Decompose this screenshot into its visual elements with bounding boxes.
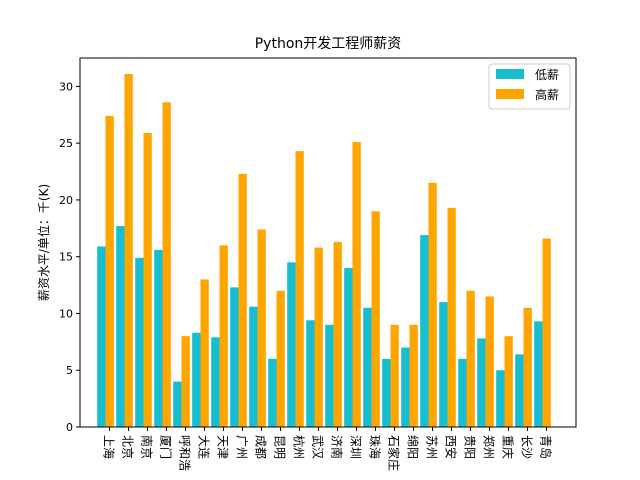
bar-high-19 [466, 290, 475, 427]
x-tick-label-23: 青岛 [539, 435, 554, 459]
x-tick-label-13: 深圳 [349, 435, 363, 459]
bar-high-4 [181, 336, 190, 427]
x-tick-label-6: 天津 [216, 435, 230, 459]
bar-high-21 [504, 336, 513, 427]
bar-high-16 [409, 324, 418, 427]
x-axis: 上海 北京 南京 厦门 呼和浩 大连 天津 广州 成都 昆明 杭州 武汉 济南 深圳 珠海 石家庄 绵阳 苏州 西安… [102, 427, 554, 471]
bar-low-17 [420, 235, 429, 427]
x-tick-label-5: 大连 [197, 435, 212, 459]
x-tick-label-14: 珠海 [368, 435, 383, 459]
y-tick-label-3: 15 [59, 251, 73, 264]
bar-high-12 [333, 241, 342, 427]
bar-high-6 [219, 245, 228, 427]
bar-low-18 [439, 302, 448, 427]
bar-high-9 [276, 290, 285, 427]
x-tick-label-12: 济南 [330, 435, 345, 459]
bars [97, 73, 551, 428]
bar-high-8 [257, 229, 266, 427]
bar-low-2 [135, 257, 144, 427]
y-tick-label-2: 10 [59, 307, 73, 320]
y-axis: 0 5 10 15 20 25 30 [59, 80, 80, 434]
bar-low-16 [401, 347, 410, 427]
x-tick-label-18: 西安 [444, 435, 459, 459]
bar-low-7 [230, 287, 239, 427]
x-tick-label-10: 杭州 [292, 435, 307, 459]
x-tick-label-7: 广州 [235, 435, 249, 459]
bar-high-13 [352, 142, 361, 427]
x-tick-label-8: 成都 [254, 435, 268, 459]
y-tick-label-4: 20 [59, 194, 73, 207]
bar-low-9 [268, 358, 277, 427]
legend-swatch-0 [496, 69, 524, 79]
y-tick-label-1: 5 [66, 364, 73, 377]
bar-high-5 [200, 279, 209, 427]
bar-high-10 [295, 151, 304, 427]
bar-low-19 [458, 358, 467, 427]
bar-high-18 [447, 207, 456, 427]
y-tick-label-6: 30 [59, 80, 73, 93]
bar-high-23 [542, 238, 551, 427]
x-tick-label-4: 呼和浩 [178, 435, 192, 471]
x-tick-label-1: 北京 [121, 435, 135, 459]
bar-low-13 [344, 268, 353, 427]
bar-low-22 [515, 354, 524, 427]
bar-high-17 [428, 182, 437, 427]
x-tick-label-20: 郑州 [482, 435, 497, 459]
x-tick-label-2: 南京 [140, 435, 155, 459]
bar-high-22 [523, 307, 532, 427]
x-tick-label-21: 重庆 [501, 435, 515, 459]
bar-high-15 [390, 324, 399, 427]
bar-low-0 [97, 246, 106, 427]
bar-low-1 [116, 226, 125, 427]
plot-frame [79, 57, 577, 428]
bar-low-20 [477, 338, 486, 427]
y-tick-label-0: 0 [66, 421, 73, 434]
bar-low-14 [363, 307, 372, 427]
bar-high-0 [105, 115, 114, 428]
x-tick-label-15: 石家庄 [387, 435, 402, 471]
bar-high-1 [124, 73, 133, 428]
y-axis-label: 薪资水平/单位：千(K) [36, 184, 51, 301]
bar-low-3 [154, 249, 163, 427]
x-tick-label-11: 武汉 [311, 435, 325, 459]
bar-low-15 [382, 358, 391, 427]
x-tick-label-17: 苏州 [425, 435, 439, 459]
bar-low-10 [287, 262, 296, 427]
bar-high-3 [162, 102, 171, 427]
legend-swatch-1 [496, 89, 524, 99]
x-tick-label-0: 上海 [102, 435, 117, 459]
legend-label-0: 低薪 [535, 68, 559, 82]
bar-low-5 [192, 332, 201, 427]
x-tick-label-3: 厦门 [159, 435, 174, 459]
x-tick-label-9: 昆明 [273, 435, 287, 459]
bar-high-14 [371, 211, 380, 427]
bar-low-23 [534, 321, 543, 427]
bar-low-21 [496, 370, 505, 427]
bar-low-4 [173, 381, 182, 427]
bar-low-8 [249, 306, 258, 427]
bar-low-6 [211, 337, 220, 427]
x-tick-label-22: 长沙 [520, 435, 534, 459]
bar-high-7 [238, 173, 247, 427]
bar-low-12 [325, 324, 334, 427]
bar-high-2 [143, 132, 152, 427]
x-tick-label-19: 贵阳 [463, 435, 477, 459]
chart-title: Python开发工程师薪资 [255, 36, 402, 52]
legend-label-1: 高薪 [535, 87, 559, 102]
bar-high-20 [485, 296, 494, 427]
bar-high-11 [314, 247, 323, 427]
x-tick-label-16: 绵阳 [406, 435, 420, 459]
y-tick-label-5: 25 [59, 137, 73, 150]
bar-low-11 [306, 320, 315, 427]
